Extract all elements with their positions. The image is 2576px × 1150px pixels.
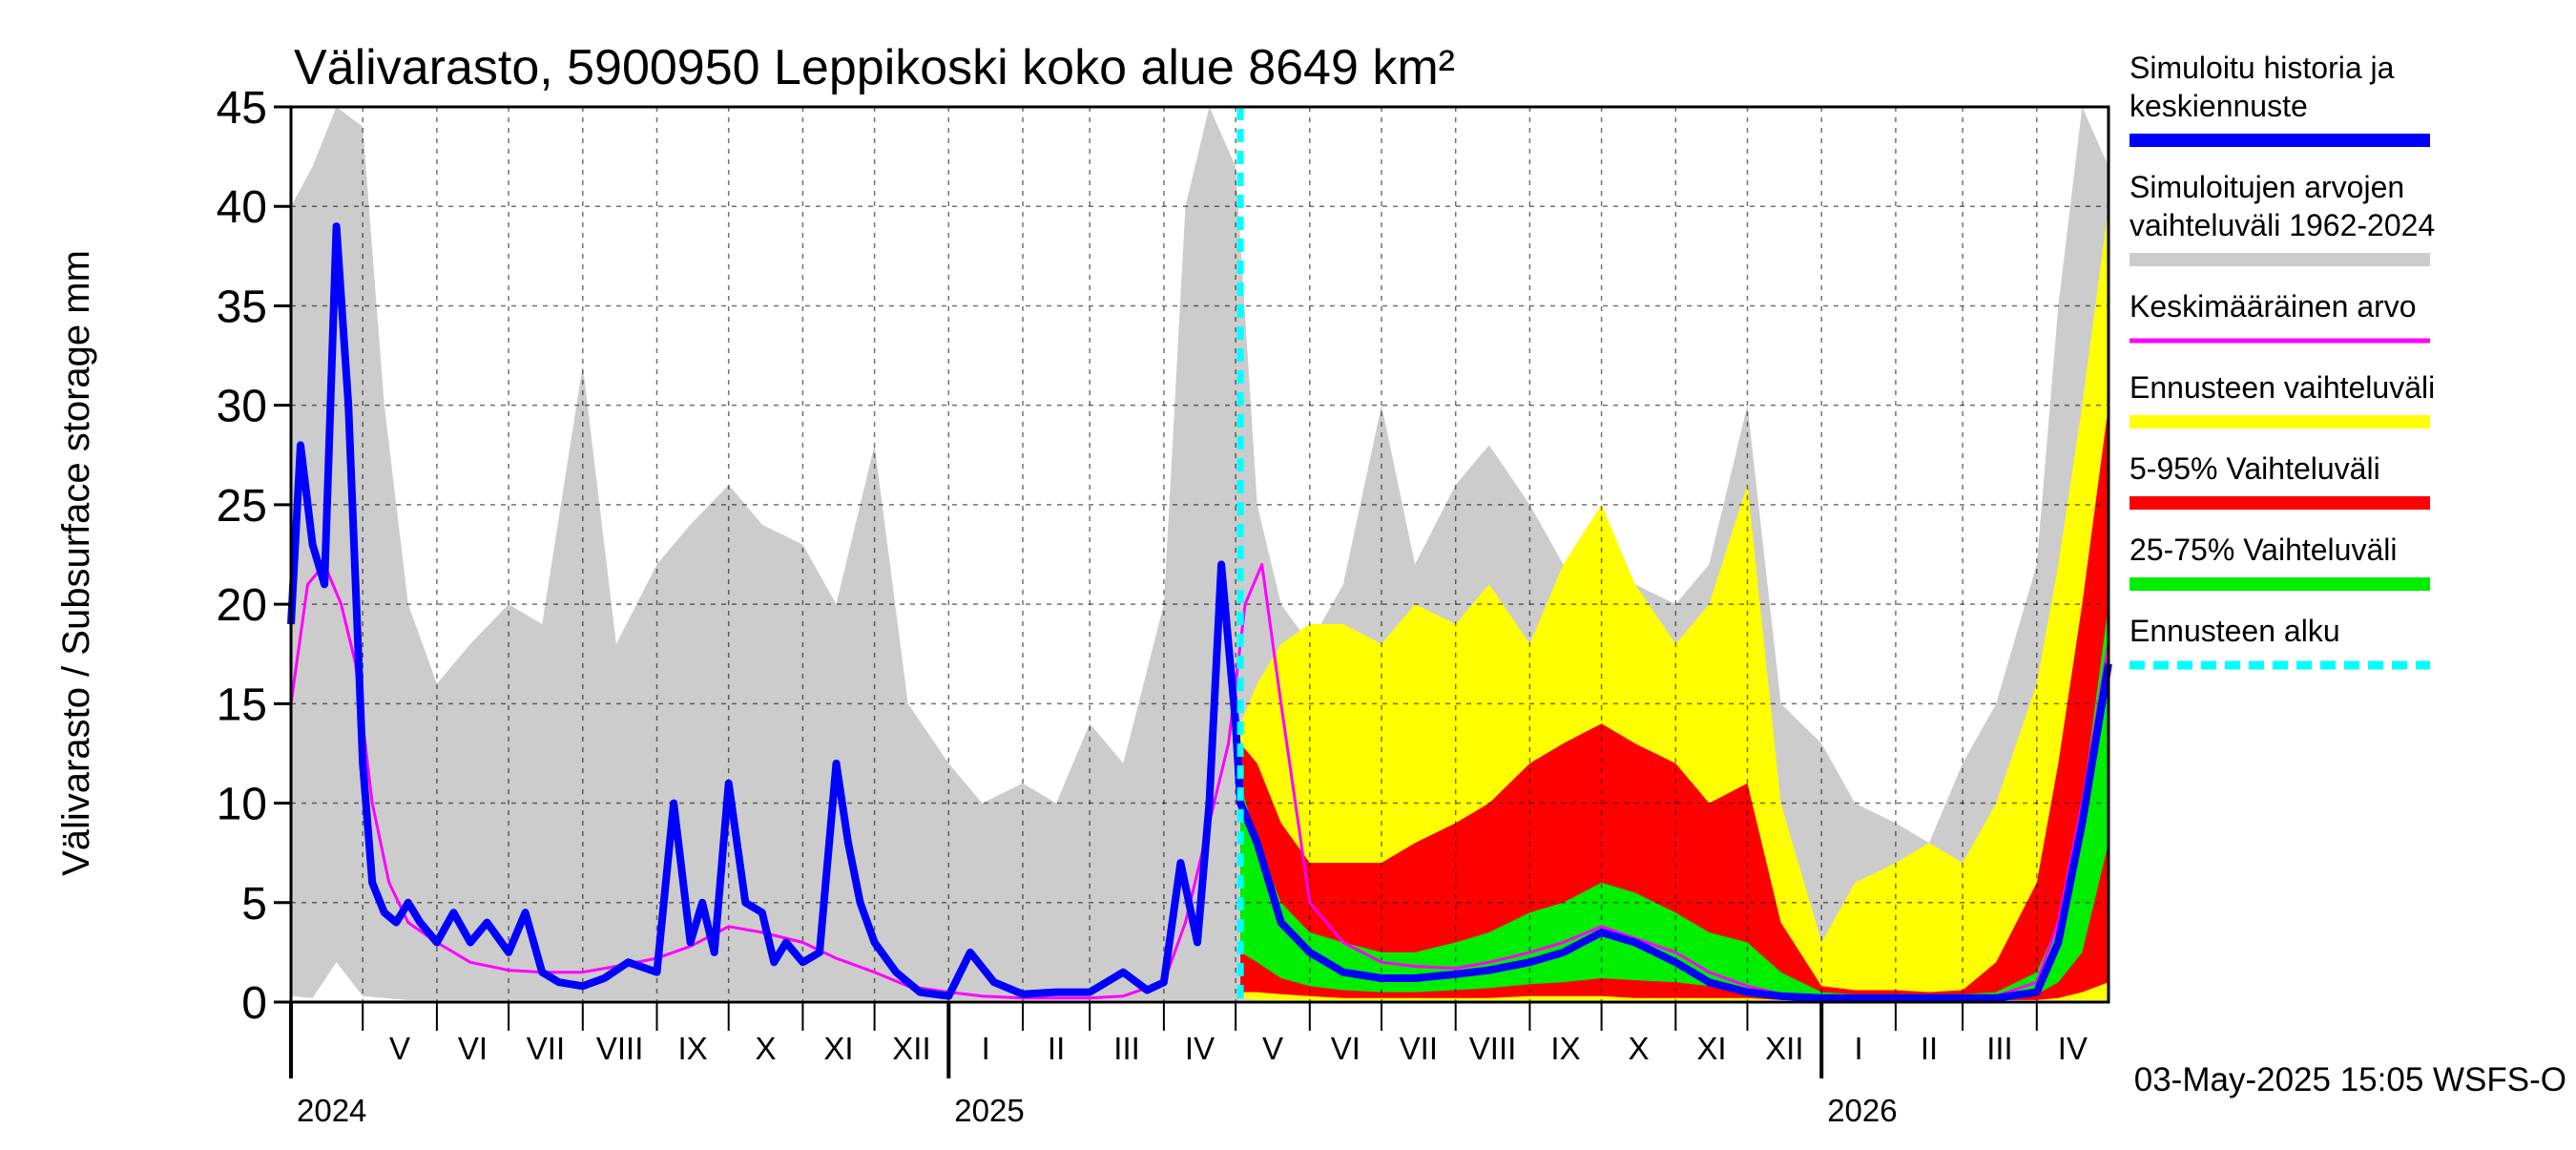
y-tick-label: 25 xyxy=(217,481,267,532)
legend: Simuloitu historia ja keskiennuste Simuloi… xyxy=(2129,51,2435,670)
x-month-label: X xyxy=(756,1031,777,1066)
x-month-label: IV xyxy=(2058,1031,2088,1066)
x-month-label: V xyxy=(1262,1031,1283,1066)
legend-label: Ennusteen vaihteluväli xyxy=(2129,370,2435,405)
x-year-label: 2026 xyxy=(1827,1093,1897,1128)
chart-title: Välivarasto, 5900950 Leppikoski koko alu… xyxy=(294,40,1455,95)
legend-label: Ennusteen alku xyxy=(2129,614,2340,648)
x-month-label: VI xyxy=(458,1031,488,1066)
footer-timestamp: 03-May-2025 15:05 WSFS-O xyxy=(2134,1061,2566,1098)
x-month-label: XI xyxy=(823,1031,853,1066)
x-month-label: I xyxy=(982,1031,990,1066)
line-simuloitu-historia-ja-keskiennuste xyxy=(287,222,2112,1002)
x-month-label: XII xyxy=(1765,1031,1803,1066)
y-tick-label: 15 xyxy=(217,680,267,730)
x-year-label: 2024 xyxy=(297,1093,366,1128)
x-month-label: IX xyxy=(678,1031,708,1066)
plot-frame xyxy=(289,105,2110,1004)
y-tick-label: 30 xyxy=(217,382,267,432)
x-month-label: II xyxy=(1048,1031,1065,1066)
y-tick-label: 40 xyxy=(217,182,267,233)
x-month-label: I xyxy=(1854,1031,1862,1066)
x-year-label: 2025 xyxy=(954,1093,1024,1128)
x-month-label: IX xyxy=(1550,1031,1580,1066)
legend-label: Simuloitujen arvojen xyxy=(2129,170,2404,204)
x-month-label: X xyxy=(1628,1031,1649,1066)
band-5-95-vaihteluv-li xyxy=(1240,405,2109,1000)
x-month-label: III xyxy=(1113,1031,1140,1066)
legend-label: 5-95% Vaihteluväli xyxy=(2129,451,2380,486)
x-month-label: VII xyxy=(527,1031,565,1066)
y-axis-label: Välivarasto / Subsurface storage mm xyxy=(55,250,97,876)
legend-label: vaihteluväli 1962-2024 xyxy=(2129,208,2435,242)
x-month-label: IV xyxy=(1185,1031,1215,1066)
y-tick-label: 5 xyxy=(241,879,267,930)
x-month-label: VI xyxy=(1331,1031,1361,1066)
y-tick-label: 45 xyxy=(217,83,267,134)
y-tick-label: 10 xyxy=(217,780,267,830)
line-layer xyxy=(287,107,2112,1002)
legend-label: 25-75% Vaihteluväli xyxy=(2129,533,2397,567)
x-month-label: III xyxy=(1986,1031,2013,1066)
legend-label: Simuloitu historia ja xyxy=(2129,51,2395,85)
x-month-label: VII xyxy=(1400,1031,1438,1066)
legend-label: Keskimääräinen arvo xyxy=(2129,289,2417,324)
x-month-label: VIII xyxy=(1469,1031,1517,1066)
x-month-label: V xyxy=(389,1031,410,1066)
y-tick-label: 0 xyxy=(241,978,267,1029)
x-month-label: VIII xyxy=(596,1031,644,1066)
x-month-label: XII xyxy=(892,1031,930,1066)
y-tick-label: 20 xyxy=(217,580,267,631)
x-month-label: II xyxy=(1921,1031,1938,1066)
grid-layer xyxy=(291,107,2109,1002)
band-ennusteen-vaihteluv-li xyxy=(1240,206,2109,1000)
x-month-label: XI xyxy=(1696,1031,1726,1066)
y-tick-label: 35 xyxy=(217,282,267,332)
legend-label: keskiennuste xyxy=(2129,89,2308,123)
